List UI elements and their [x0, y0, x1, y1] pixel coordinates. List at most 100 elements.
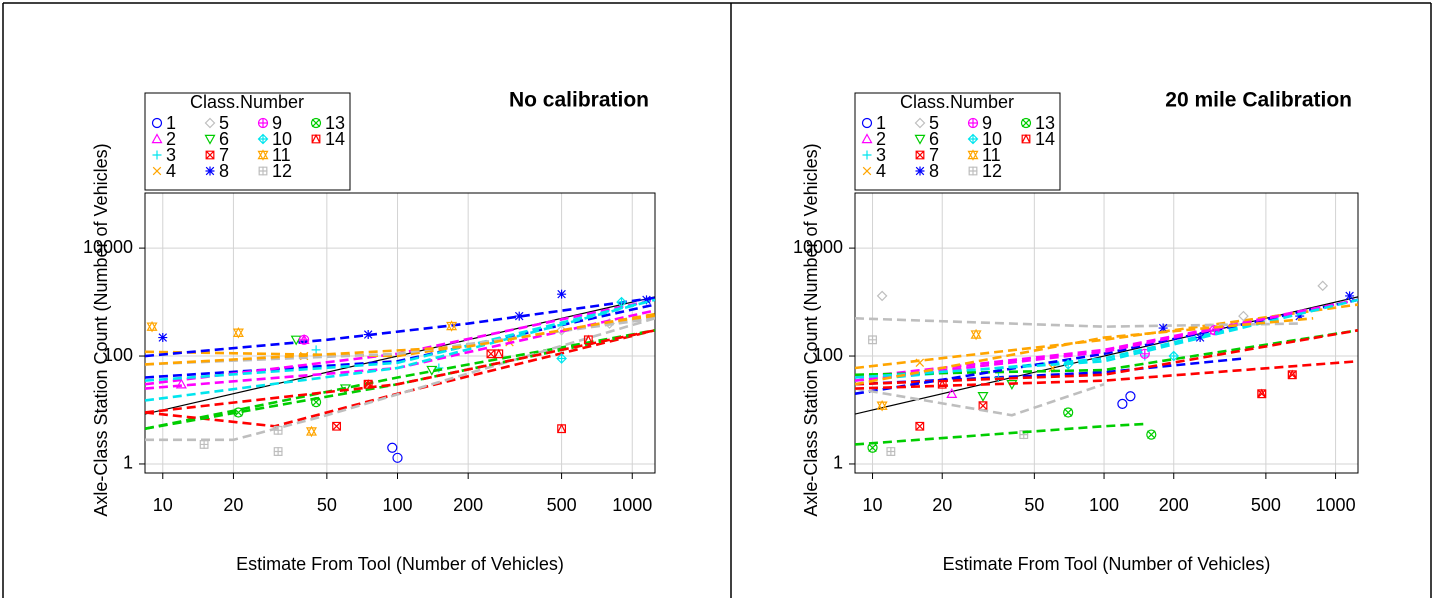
legend-marker — [914, 117, 926, 129]
x-tick-label: 200 — [1159, 495, 1189, 515]
legend-label: 6 — [219, 129, 229, 149]
legend-marker — [967, 133, 979, 145]
point — [199, 439, 209, 449]
legend-marker — [1020, 117, 1032, 129]
legend-label: 4 — [166, 161, 176, 181]
legend-label: 12 — [982, 161, 1002, 181]
trend-line — [855, 383, 1105, 417]
x-tick-label: 20 — [932, 495, 952, 515]
legend-label: 9 — [982, 113, 992, 133]
point — [915, 421, 925, 431]
legend-label: 2 — [876, 129, 886, 149]
legend-label: 3 — [876, 145, 886, 165]
point — [332, 421, 341, 431]
legend-title: Class.Number — [900, 92, 1014, 112]
legend-label: 11 — [272, 145, 291, 165]
point — [1295, 311, 1305, 321]
y-axis-label: Axle-Class Station Count (Number of Vehi… — [801, 143, 821, 516]
legend-box — [854, 92, 1061, 191]
point — [557, 289, 567, 299]
point — [363, 379, 373, 389]
legend-label: 12 — [272, 161, 292, 181]
point — [876, 399, 888, 412]
legend-marker — [205, 166, 215, 176]
legend-marker — [967, 117, 979, 129]
plot-area — [855, 280, 1358, 457]
y-tick-label: 100 — [103, 345, 133, 365]
legend-label: 5 — [219, 113, 229, 133]
legend-label: 2 — [166, 129, 176, 149]
legend-marker — [915, 166, 925, 176]
point — [1287, 369, 1297, 380]
legend-label: 14 — [325, 129, 345, 149]
point — [273, 425, 283, 435]
x-tick-label: 100 — [382, 495, 412, 515]
x-tick-label: 20 — [223, 495, 243, 515]
trend-line — [855, 317, 1314, 386]
x-tick-label: 200 — [453, 495, 483, 515]
legend-marker — [311, 133, 321, 144]
legend-marker — [968, 166, 978, 176]
point — [1257, 388, 1267, 399]
legend-marker — [151, 133, 163, 144]
point — [557, 423, 567, 434]
point — [1238, 310, 1249, 322]
legend-label: 14 — [1035, 129, 1055, 149]
point — [977, 392, 989, 402]
point — [1317, 280, 1329, 292]
point — [642, 295, 651, 305]
point — [426, 365, 438, 376]
trend-line — [855, 298, 1358, 379]
legend-label: 7 — [929, 145, 939, 165]
legend-label: 1 — [876, 113, 886, 133]
legend-label: 9 — [272, 113, 282, 133]
legend-marker — [152, 150, 162, 160]
point — [290, 335, 302, 346]
trend-line — [145, 317, 655, 366]
legend-marker — [205, 150, 215, 160]
legend-marker — [862, 166, 872, 176]
point — [363, 330, 373, 340]
point — [158, 333, 168, 343]
point — [1062, 359, 1074, 370]
trend-line — [145, 317, 655, 442]
point — [616, 296, 627, 308]
point — [146, 320, 158, 333]
trend-line — [145, 329, 655, 430]
legend-label: 4 — [876, 161, 886, 181]
chart-title: 20 mile Calibration — [1165, 89, 1352, 112]
legend-label: 7 — [219, 145, 229, 165]
point — [305, 425, 317, 438]
y-tick-label: 10000 — [83, 237, 133, 257]
point — [311, 345, 321, 355]
legend-marker — [310, 117, 322, 129]
point — [175, 378, 187, 389]
y-axis-label: Axle-Class Station Count (Number of Vehi… — [91, 143, 111, 516]
point — [233, 407, 244, 418]
point — [494, 348, 504, 359]
plot-area — [145, 289, 655, 463]
legend-label: 8 — [219, 161, 229, 181]
trend-line — [855, 329, 1358, 377]
point — [1117, 398, 1128, 409]
point — [583, 334, 593, 345]
point — [886, 447, 896, 457]
legend-label: 10 — [982, 129, 1002, 149]
x-tick-label: 10 — [863, 495, 883, 515]
legend-marker — [257, 133, 269, 145]
point — [867, 442, 878, 453]
legend-marker — [967, 149, 979, 161]
reference-line — [855, 296, 1358, 415]
x-tick-label: 50 — [317, 495, 337, 515]
point — [1146, 429, 1157, 440]
point — [937, 379, 947, 389]
trend-line — [145, 296, 655, 358]
point — [299, 334, 310, 345]
legend-marker — [257, 149, 269, 161]
y-tick-label: 100 — [813, 345, 843, 365]
trend-line — [145, 298, 655, 402]
point — [1195, 333, 1205, 343]
point — [1168, 350, 1180, 362]
trend-line — [855, 329, 1358, 386]
